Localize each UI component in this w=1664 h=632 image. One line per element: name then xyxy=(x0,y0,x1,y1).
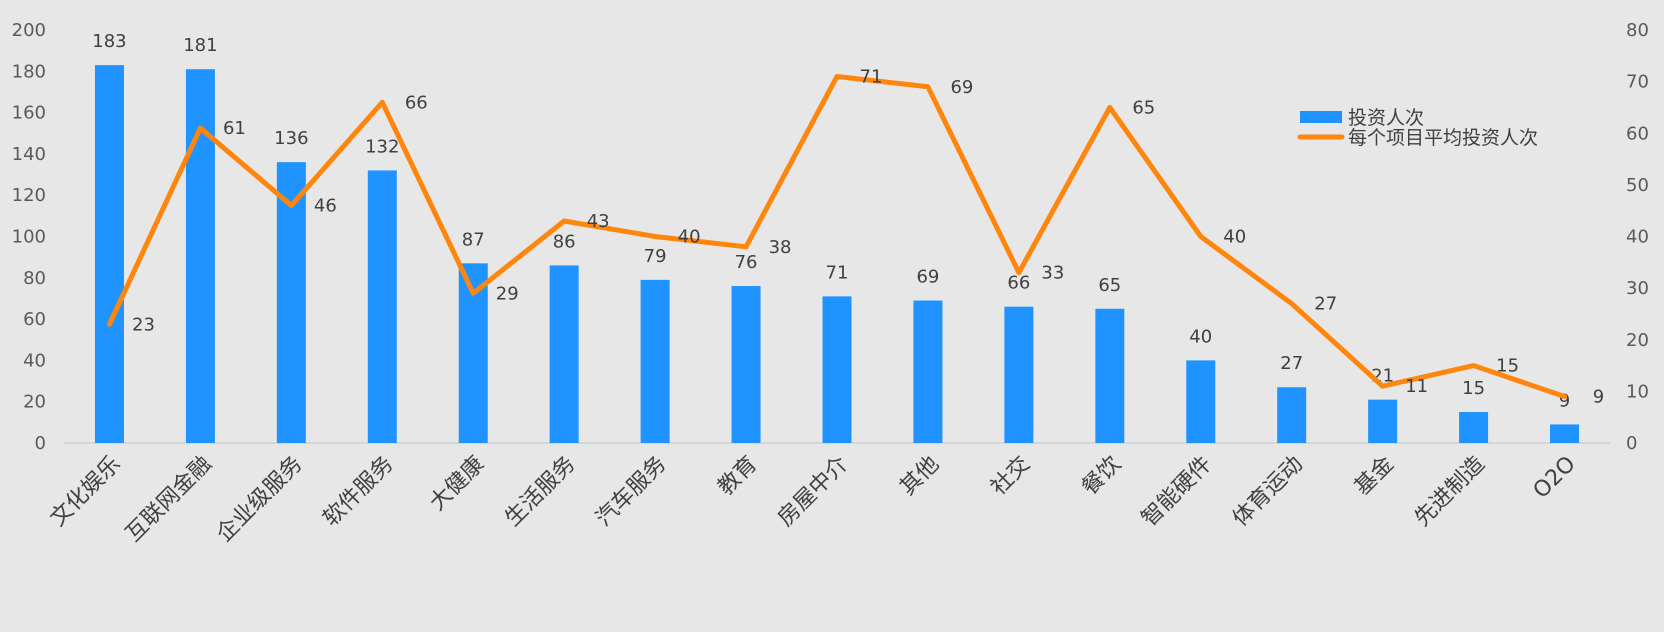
bar xyxy=(913,300,943,443)
bar-data-label: 87 xyxy=(462,229,485,250)
bar-data-label: 183 xyxy=(92,31,126,52)
bar xyxy=(94,65,124,443)
line-data-label: 11 xyxy=(1405,376,1428,397)
line-data-label: 40 xyxy=(678,227,701,248)
bar-data-label: 9 xyxy=(1559,390,1570,411)
x-category-label: 企业级服务 xyxy=(212,452,307,547)
y2-tick-label: 60 xyxy=(1626,123,1649,144)
line-data-label: 29 xyxy=(496,283,519,304)
bar-data-label: 66 xyxy=(1007,273,1030,294)
bar-data-label: 136 xyxy=(274,128,308,149)
bar xyxy=(822,296,852,443)
bar-data-label: 181 xyxy=(183,35,217,56)
y2-tick-label: 10 xyxy=(1626,381,1649,402)
x-category-label: O2O xyxy=(1529,452,1581,504)
legend-label-bars: 投资人次 xyxy=(1348,107,1424,129)
bar xyxy=(185,69,215,444)
bar-data-label: 79 xyxy=(644,246,667,267)
bar xyxy=(1004,306,1034,443)
line-data-label: 66 xyxy=(405,92,428,113)
line-data-label: 40 xyxy=(1223,227,1246,248)
line-data-label: 69 xyxy=(950,77,973,98)
x-category-label: 基金 xyxy=(1350,452,1399,501)
bar-data-label: 69 xyxy=(916,267,939,288)
y-tick-label: 80 xyxy=(23,268,46,289)
line-data-label: 65 xyxy=(1132,97,1155,118)
line-data-label: 23 xyxy=(132,314,155,335)
line-data-label: 9 xyxy=(1593,387,1604,408)
x-category-label: 体育运动 xyxy=(1228,452,1308,532)
bar-data-label: 71 xyxy=(826,262,849,283)
x-category-label: 教育 xyxy=(714,452,763,501)
y2-tick-label: 20 xyxy=(1626,330,1649,351)
y-tick-label: 200 xyxy=(12,20,46,41)
y-tick-label: 40 xyxy=(23,350,46,371)
line-data-label: 46 xyxy=(314,196,337,217)
x-category-label: 软件服务 xyxy=(319,452,399,532)
line-data-label: 33 xyxy=(1041,263,1064,284)
bar-data-label: 65 xyxy=(1098,275,1121,296)
bar xyxy=(1368,399,1398,443)
x-category-label: 文化娱乐 xyxy=(46,452,126,532)
y-tick-label: 140 xyxy=(12,144,46,165)
line-data-label: 43 xyxy=(587,211,610,232)
bar xyxy=(1186,360,1216,443)
y-tick-label: 0 xyxy=(35,433,46,454)
x-category-label: 先进制造 xyxy=(1410,452,1490,532)
x-category-label: 房屋中介 xyxy=(773,452,853,532)
bar-data-label: 27 xyxy=(1280,353,1303,374)
bar xyxy=(276,162,306,443)
x-category-label: 智能硬件 xyxy=(1137,452,1217,532)
y-tick-label: 180 xyxy=(12,61,46,82)
line-data-label: 15 xyxy=(1496,356,1519,377)
x-category-label: 其他 xyxy=(895,452,944,501)
line-series xyxy=(106,73,1568,400)
y2-tick-label: 30 xyxy=(1626,278,1649,299)
line-data-label: 61 xyxy=(223,118,246,139)
x-category-label: 餐饮 xyxy=(1077,452,1126,501)
line-data-label: 71 xyxy=(860,66,883,87)
line-data-label: 38 xyxy=(769,237,792,258)
y-tick-label: 120 xyxy=(12,185,46,206)
x-category-label: 大健康 xyxy=(425,452,489,516)
y2-tick-label: 0 xyxy=(1626,433,1637,454)
bar xyxy=(640,279,670,443)
legend-label-line: 每个项目平均投资人次 xyxy=(1348,127,1538,149)
bar xyxy=(1277,387,1307,443)
bar xyxy=(1095,308,1125,443)
y2-tick-label: 70 xyxy=(1626,72,1649,93)
x-category-label: 汽车服务 xyxy=(591,452,671,532)
x-category-label: 互联网金融 xyxy=(121,452,216,547)
x-category-label: 社交 xyxy=(986,452,1035,501)
y2-tick-label: 80 xyxy=(1626,20,1649,41)
bar xyxy=(1550,424,1580,443)
bar-data-label: 86 xyxy=(553,231,576,252)
bar-data-label: 76 xyxy=(735,252,758,273)
y-tick-label: 60 xyxy=(23,309,46,330)
bar-data-label: 40 xyxy=(1189,326,1212,347)
bar xyxy=(731,286,761,443)
y2-tick-label: 50 xyxy=(1626,175,1649,196)
legend-swatch-bars xyxy=(1300,111,1342,123)
bar xyxy=(549,265,579,443)
bar-data-label: 15 xyxy=(1462,378,1485,399)
y-tick-label: 160 xyxy=(12,103,46,124)
y-tick-label: 20 xyxy=(23,392,46,413)
line-data-label: 27 xyxy=(1314,294,1337,315)
bar xyxy=(367,170,397,444)
y-tick-label: 100 xyxy=(12,227,46,248)
x-category-label: 生活服务 xyxy=(501,452,581,532)
bar xyxy=(1459,412,1489,443)
bar-data-label: 132 xyxy=(365,136,399,157)
y2-tick-label: 40 xyxy=(1626,227,1649,248)
